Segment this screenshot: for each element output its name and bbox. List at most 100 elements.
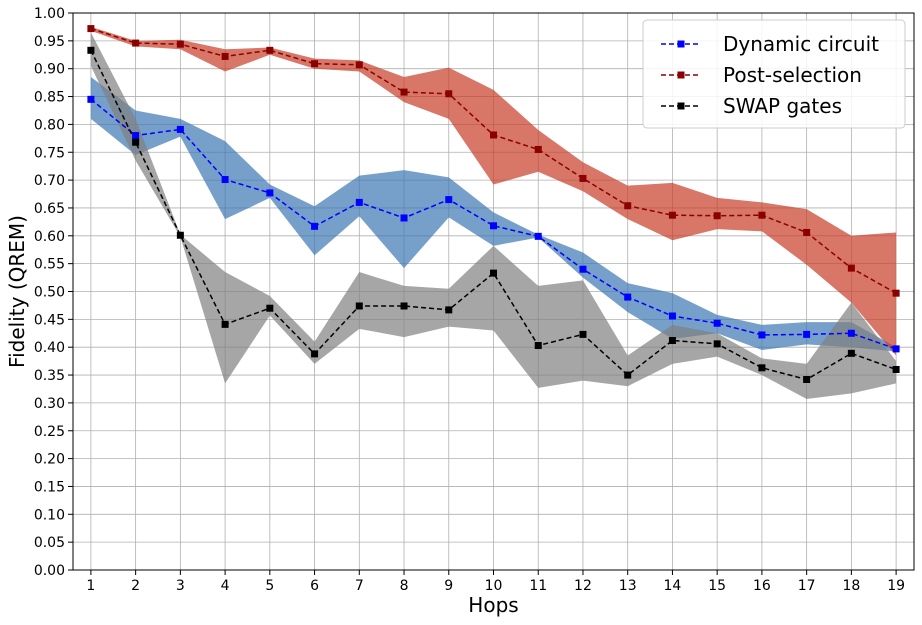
dynamic-circuit-point (87, 95, 95, 103)
post-selection-point (758, 211, 766, 219)
dynamic-circuit-point (221, 176, 229, 184)
swap-gates-point (579, 330, 587, 338)
y-axis-label: Fidelity (QREM) (5, 215, 29, 368)
post-selection-point (266, 46, 274, 54)
y-tick-label: 0.60 (34, 229, 65, 245)
dynamic-circuit-point (624, 293, 632, 301)
swap-gates-point (624, 371, 632, 379)
swap-gates-point (445, 306, 453, 314)
swap-gates-point (87, 46, 95, 54)
x-tick-label: 1 (86, 578, 95, 594)
x-tick-label: 19 (887, 578, 905, 594)
swap-gates-point (534, 342, 542, 350)
dynamic-circuit-point (400, 214, 408, 222)
swap-gates-point (892, 365, 900, 373)
swap-gates-point (847, 349, 855, 357)
swap-gates-point (221, 320, 229, 328)
dynamic-circuit-point (713, 319, 721, 327)
dynamic-circuit-point (266, 189, 274, 197)
post-selection-band (90, 26, 897, 356)
post-selection-point (847, 264, 855, 272)
dynamic-circuit-point (355, 198, 363, 206)
swap-gates-point (668, 337, 676, 345)
y-tick-label: 0.15 (34, 479, 65, 495)
swap-gates-point (311, 350, 319, 358)
post-selection-point (668, 211, 676, 219)
y-tick-label: 0.05 (34, 535, 65, 551)
x-tick-label: 17 (798, 578, 816, 594)
post-selection-point (534, 145, 542, 153)
legend-marker-dynamic-circuit (677, 40, 685, 48)
x-tick-label: 10 (485, 578, 503, 594)
post-selection-point (132, 39, 140, 47)
axis-ticks: 1 2 3 4 5 6 7 8 9 10 11 12 13 14 15 16 17 18 190.000.050.1… (34, 6, 905, 594)
swap-gates-point (490, 269, 497, 277)
post-selection-point (355, 61, 363, 69)
y-tick-label: 1.00 (34, 6, 65, 22)
x-axis-label: Hops (468, 593, 518, 617)
x-tick-label: 16 (753, 578, 771, 594)
swap-gates-point (400, 302, 408, 310)
y-tick-label: 0.55 (34, 257, 65, 273)
swap-gates-point (132, 138, 140, 146)
y-tick-label: 0.90 (34, 62, 65, 78)
y-tick-label: 0.45 (34, 312, 65, 328)
x-tick-label: 6 (310, 578, 319, 594)
y-tick-label: 0.35 (34, 368, 65, 384)
y-tick-label: 0.65 (34, 201, 65, 217)
y-tick-label: 0.80 (34, 117, 65, 133)
swap-gates-point (355, 302, 363, 310)
swap-gates-point (176, 231, 184, 239)
y-tick-label: 0.95 (34, 34, 65, 50)
swap-gates-point (758, 364, 766, 372)
x-tick-label: 18 (842, 578, 860, 594)
y-tick-label: 0.25 (34, 424, 65, 440)
legend-box (642, 19, 906, 129)
post-selection-point (713, 212, 721, 220)
dynamic-circuit-point (668, 312, 676, 320)
post-selection-point (311, 60, 319, 68)
dynamic-circuit-point (847, 329, 855, 337)
y-tick-label: 0.10 (34, 507, 65, 523)
legend-marker-swap-gates (677, 102, 685, 110)
x-tick-label: 12 (574, 578, 592, 594)
y-tick-label: 0.85 (34, 90, 65, 106)
post-selection-point (803, 228, 811, 236)
post-selection-point (579, 174, 587, 182)
y-tick-label: 0.75 (34, 145, 65, 161)
y-tick-label: 0.20 (34, 452, 65, 468)
post-selection-point (221, 52, 229, 60)
legend: Dynamic circuit Post-selection SWAP gates (642, 19, 906, 129)
y-tick-label: 0.00 (34, 563, 65, 579)
dynamic-circuit-point (490, 222, 497, 230)
post-selection-point (490, 131, 497, 139)
x-tick-label: 9 (444, 578, 453, 594)
x-tick-label: 7 (355, 578, 364, 594)
swap-gates-point (713, 340, 721, 348)
dynamic-circuit-point (803, 330, 811, 338)
post-selection-point (87, 25, 95, 33)
dynamic-circuit-point (579, 265, 587, 273)
post-selection-point (892, 289, 900, 297)
dynamic-circuit-band (90, 77, 897, 352)
legend-label-dynamic-circuit: Dynamic circuit (723, 32, 879, 56)
post-selection-point (400, 88, 408, 96)
y-tick-label: 0.40 (34, 340, 65, 356)
dynamic-circuit-point (534, 232, 542, 240)
y-tick-label: 0.70 (34, 173, 65, 189)
post-selection-point (445, 90, 453, 98)
dynamic-circuit-point (176, 125, 184, 133)
legend-marker-post-selection (677, 71, 685, 79)
x-tick-label: 3 (176, 578, 185, 594)
swap-gates-point (266, 304, 274, 312)
legend-label-swap-gates: SWAP gates (723, 94, 842, 118)
post-selection-point (624, 202, 632, 210)
x-tick-label: 5 (265, 578, 274, 594)
x-tick-label: 13 (619, 578, 637, 594)
series-markers (87, 25, 900, 384)
swap-gates-band (90, 32, 897, 400)
confidence-bands (90, 26, 897, 400)
y-tick-label: 0.30 (34, 396, 65, 412)
legend-label-post-selection: Post-selection (723, 63, 862, 87)
